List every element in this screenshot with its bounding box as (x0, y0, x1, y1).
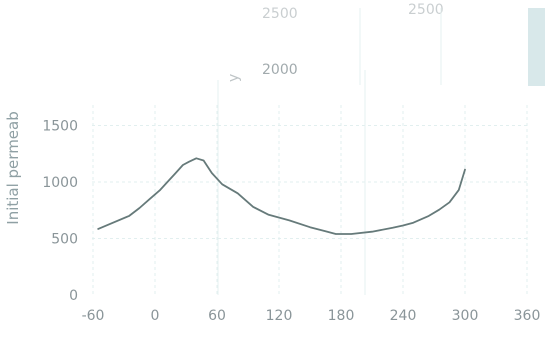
x-tick-label: 0 (151, 308, 160, 324)
ghost-label-2000: 2000 (262, 62, 298, 78)
x-tick-label: 240 (390, 308, 417, 324)
ghost-label-y: y (226, 74, 242, 82)
ghost-label-top-left: 2500 (262, 6, 298, 22)
x-tick-label: 120 (266, 308, 293, 324)
y-axis-ticks: 0 500 1000 1500 (42, 119, 78, 305)
background-panel (528, 8, 545, 86)
y-tick-label: 1500 (42, 119, 78, 135)
x-tick-label: 300 (452, 308, 479, 324)
series-line-0 (97, 157, 466, 235)
x-tick-label: 60 (208, 308, 226, 324)
y-tick-label: 1000 (42, 175, 78, 191)
y-tick-label: 500 (51, 232, 78, 248)
x-tick-label: -60 (82, 308, 105, 324)
y-axis-label: Initial permeab (4, 111, 22, 224)
series-group (97, 157, 466, 235)
ghost-label-top-right: 2500 (408, 2, 444, 18)
x-tick-label: 360 (514, 308, 541, 324)
y-tick-label: 0 (69, 288, 78, 304)
x-tick-label: 180 (328, 308, 355, 324)
grid-lines (92, 8, 530, 295)
x-axis-ticks: -60 0 60 120 180 240 300 360 (82, 308, 541, 324)
